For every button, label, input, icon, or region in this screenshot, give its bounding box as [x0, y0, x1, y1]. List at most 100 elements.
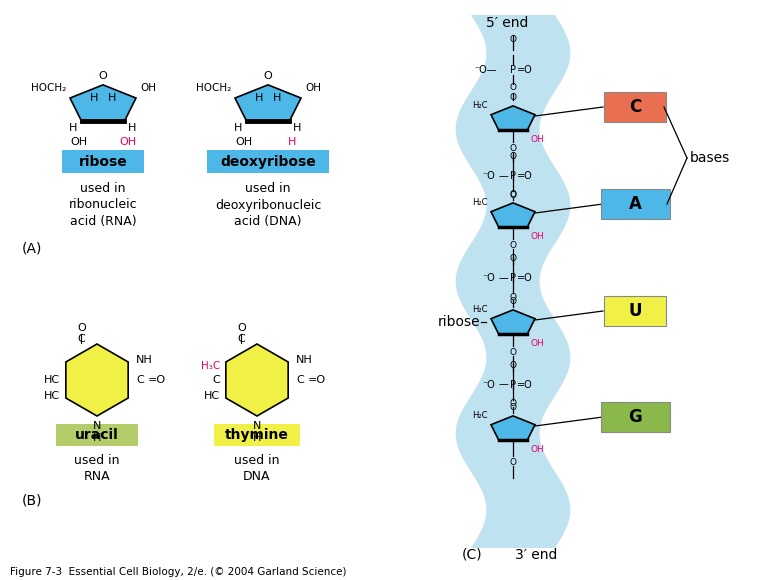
Text: =O: =O	[148, 375, 166, 385]
Text: O: O	[509, 254, 516, 263]
Polygon shape	[226, 344, 288, 416]
Text: bases: bases	[690, 151, 730, 165]
Text: G: G	[628, 408, 642, 426]
FancyBboxPatch shape	[214, 424, 300, 446]
Text: HC: HC	[204, 391, 220, 401]
Text: O: O	[264, 71, 272, 81]
Text: 3′ end: 3′ end	[515, 548, 558, 562]
Text: =O: =O	[517, 379, 533, 390]
Text: HOCH₂: HOCH₂	[30, 83, 66, 93]
Text: H: H	[253, 433, 261, 443]
Text: OH: OH	[530, 232, 544, 241]
Text: O: O	[509, 458, 516, 467]
Text: O: O	[509, 241, 516, 250]
FancyBboxPatch shape	[56, 424, 138, 446]
Text: (A): (A)	[22, 241, 42, 255]
FancyBboxPatch shape	[604, 92, 666, 122]
Polygon shape	[66, 344, 128, 416]
Text: O: O	[509, 400, 516, 408]
Text: ribose: ribose	[79, 155, 127, 169]
Polygon shape	[491, 106, 535, 130]
Text: C: C	[296, 375, 304, 385]
Text: O: O	[509, 403, 516, 412]
Text: ⁻O: ⁻O	[482, 171, 495, 181]
Text: NH: NH	[136, 355, 153, 365]
Text: H₂C: H₂C	[473, 198, 488, 206]
Text: 5′ end: 5′ end	[486, 16, 528, 30]
Text: O: O	[509, 35, 516, 45]
Text: O: O	[509, 84, 516, 92]
Text: acid (DNA): acid (DNA)	[234, 215, 302, 227]
Text: used in: used in	[234, 454, 280, 466]
Text: O: O	[509, 93, 516, 102]
Text: A: A	[629, 195, 641, 213]
Text: =O: =O	[308, 375, 326, 385]
Polygon shape	[456, 15, 570, 548]
Text: ⁻O—: ⁻O—	[474, 65, 497, 75]
Text: used in: used in	[245, 182, 291, 194]
FancyBboxPatch shape	[601, 189, 669, 219]
Text: H: H	[90, 93, 98, 103]
Text: P: P	[510, 273, 516, 283]
Text: =O: =O	[517, 65, 533, 75]
Text: H: H	[293, 123, 302, 133]
Text: OH: OH	[530, 135, 544, 144]
Polygon shape	[491, 203, 535, 227]
FancyBboxPatch shape	[207, 150, 329, 173]
Text: H: H	[234, 123, 243, 133]
FancyBboxPatch shape	[604, 296, 666, 326]
Text: O: O	[509, 144, 516, 153]
Text: ⁻O: ⁻O	[482, 379, 495, 390]
Text: C: C	[629, 98, 641, 116]
Text: C: C	[212, 375, 220, 385]
Text: P: P	[510, 65, 516, 75]
Text: O: O	[509, 152, 516, 161]
Text: ribose: ribose	[438, 315, 480, 329]
Text: ribonucleic: ribonucleic	[69, 198, 137, 212]
Text: O: O	[509, 191, 516, 200]
Polygon shape	[491, 416, 535, 440]
Text: O: O	[509, 361, 516, 369]
Text: N: N	[93, 421, 101, 431]
Polygon shape	[70, 85, 136, 121]
Text: —: —	[498, 379, 508, 390]
Text: deoxyribonucleic: deoxyribonucleic	[215, 198, 321, 212]
Text: O: O	[509, 190, 516, 199]
Text: OH: OH	[305, 83, 321, 93]
Text: —: —	[498, 171, 508, 181]
Polygon shape	[491, 310, 535, 334]
Text: O: O	[98, 71, 108, 81]
Text: =O: =O	[517, 171, 533, 181]
Text: C: C	[238, 334, 245, 344]
Text: H: H	[128, 123, 136, 133]
Text: H₃C: H₃C	[200, 361, 220, 371]
Text: OH: OH	[70, 137, 87, 147]
Text: H: H	[69, 123, 78, 133]
Text: OH: OH	[235, 137, 252, 147]
Text: H₂C: H₂C	[473, 304, 488, 314]
Text: HC: HC	[44, 391, 60, 401]
Text: Figure 7-3  Essential Cell Biology, 2/e. (© 2004 Garland Science): Figure 7-3 Essential Cell Biology, 2/e. …	[10, 567, 346, 577]
Text: deoxyribose: deoxyribose	[220, 155, 316, 169]
Text: OH: OH	[140, 83, 156, 93]
Text: OH: OH	[530, 339, 544, 348]
Text: O: O	[77, 323, 86, 333]
Text: thymine: thymine	[225, 428, 289, 442]
Text: P: P	[510, 171, 516, 181]
Text: OH: OH	[530, 445, 544, 454]
Text: acid (RNA): acid (RNA)	[69, 215, 136, 227]
Text: HOCH₂: HOCH₂	[196, 83, 231, 93]
Text: C: C	[77, 334, 85, 344]
Text: H₂C: H₂C	[473, 101, 488, 110]
Text: —: —	[498, 273, 508, 283]
Text: N: N	[253, 421, 261, 431]
Text: H: H	[93, 433, 101, 443]
Text: OH: OH	[119, 137, 136, 147]
Text: O: O	[509, 293, 516, 302]
Text: O: O	[509, 348, 516, 357]
Text: DNA: DNA	[243, 470, 271, 484]
Text: uracil: uracil	[75, 428, 119, 442]
Text: P: P	[510, 379, 516, 390]
Text: O: O	[509, 297, 516, 306]
Text: O: O	[237, 323, 246, 333]
